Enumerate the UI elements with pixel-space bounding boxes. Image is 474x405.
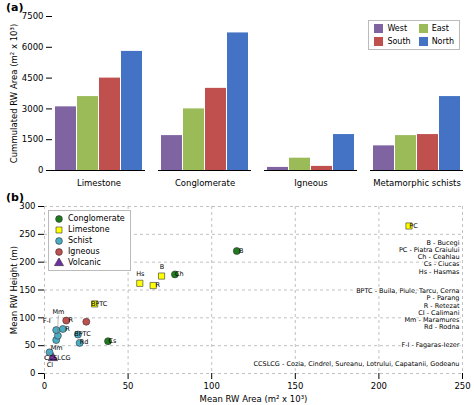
svg-text:BPTC: BPTC [74, 330, 91, 338]
svg-text:CI - Calimani: CI - Calimani [418, 308, 460, 317]
svg-text:Cl: Cl [47, 361, 54, 369]
svg-text:0: 0 [30, 368, 35, 378]
svg-text:BPTC - Buila, Piule, Tarcu, Ce: BPTC - Buila, Piule, Tarcu, Cerna [356, 287, 460, 296]
svg-text:Mm - Maramures: Mm - Maramures [404, 316, 460, 325]
html-text:Igneous: Igneous [68, 247, 100, 256]
html-text:Limestone: Limestone [68, 225, 110, 234]
svg-text:7500: 7500 [22, 11, 44, 21]
html-text:Conglomerate: Conglomerate [68, 214, 125, 223]
svg-text:P - Parang: P - Parang [426, 294, 460, 303]
svg-text:Hs: Hs [136, 270, 145, 278]
svg-text:PC: PC [409, 222, 418, 230]
svg-text:B: B [160, 263, 164, 271]
svg-text:6000: 6000 [22, 42, 44, 52]
svg-text:Limestone: Limestone [77, 178, 121, 188]
svg-text:200: 200 [19, 257, 35, 267]
svg-text:150: 150 [19, 285, 35, 295]
svg-text:CCSLCG - Cozia, Cindrel, Surea: CCSLCG - Cozia, Cindrel, Sureanu, Lotrul… [254, 360, 460, 368]
svg-text:CCSLCG: CCSLCG [44, 354, 70, 362]
svg-text:100: 100 [204, 381, 220, 391]
svg-text:PC - Piatra Craiului: PC - Piatra Craiului [398, 246, 460, 254]
svg-text:R: R [68, 316, 73, 324]
svg-text:200: 200 [371, 381, 387, 391]
svg-text:4500: 4500 [22, 73, 44, 83]
html-text:Schist: Schist [68, 236, 93, 245]
svg-text:F-I: F-I [43, 317, 51, 325]
svg-text:50: 50 [25, 340, 36, 350]
svg-text:3000: 3000 [22, 104, 44, 114]
svg-text:1500: 1500 [22, 134, 44, 144]
svg-text:Conglomerate: Conglomerate [175, 178, 235, 188]
svg-text:R: R [65, 325, 70, 333]
svg-text:250: 250 [454, 381, 470, 391]
html-text:Volcanic: Volcanic [68, 258, 101, 267]
svg-text:0: 0 [42, 381, 47, 391]
html-text:East: East [431, 24, 449, 33]
svg-text:R: R [155, 281, 160, 289]
svg-text:Rd - Rodna: Rd - Rodna [424, 323, 460, 331]
svg-text:Rd: Rd [80, 338, 89, 346]
html-text:South: South [387, 37, 411, 46]
svg-text:B: B [239, 247, 243, 255]
html-text:(a): (a) [6, 1, 24, 14]
html-text:West: West [387, 24, 407, 33]
svg-text:50: 50 [123, 381, 134, 391]
svg-text:0: 0 [38, 165, 43, 175]
svg-text:250: 250 [19, 229, 35, 239]
svg-text:R - Retezat: R - Retezat [423, 301, 460, 310]
svg-text:Mm: Mm [52, 308, 64, 316]
svg-text:Mm: Mm [51, 344, 63, 352]
svg-text:F-I - Fagaras-Iezer: F-I - Fagaras-Iezer [401, 341, 459, 349]
svg-text:Cummulated RW Area (m² x 10³): Cummulated RW Area (m² x 10³) [9, 24, 19, 163]
svg-text:Hs - Hasmas: Hs - Hasmas [419, 268, 460, 276]
svg-text:BPTC: BPTC [91, 300, 108, 308]
svg-text:Igneous: Igneous [294, 178, 328, 188]
svg-text:100: 100 [19, 313, 35, 323]
svg-text:B - Bucegi: B - Bucegi [426, 238, 460, 247]
svg-text:Cs - Ciucas: Cs - Ciucas [423, 260, 460, 269]
svg-text:150: 150 [287, 381, 303, 391]
svg-text:Mean RW Height (m): Mean RW Height (m) [9, 246, 19, 334]
html-text:North: North [431, 37, 454, 46]
svg-text:Ch - Ceahlau: Ch - Ceahlau [417, 253, 460, 262]
svg-text:Metamorphic schists: Metamorphic schists [373, 178, 461, 188]
html-text:(b): (b) [6, 191, 24, 204]
svg-text:300: 300 [19, 201, 36, 212]
svg-text:Ch: Ch [175, 270, 184, 278]
svg-text:Mean RW Area (m² x 10³): Mean RW Area (m² x 10³) [200, 394, 308, 404]
svg-text:Cs: Cs [109, 337, 118, 345]
